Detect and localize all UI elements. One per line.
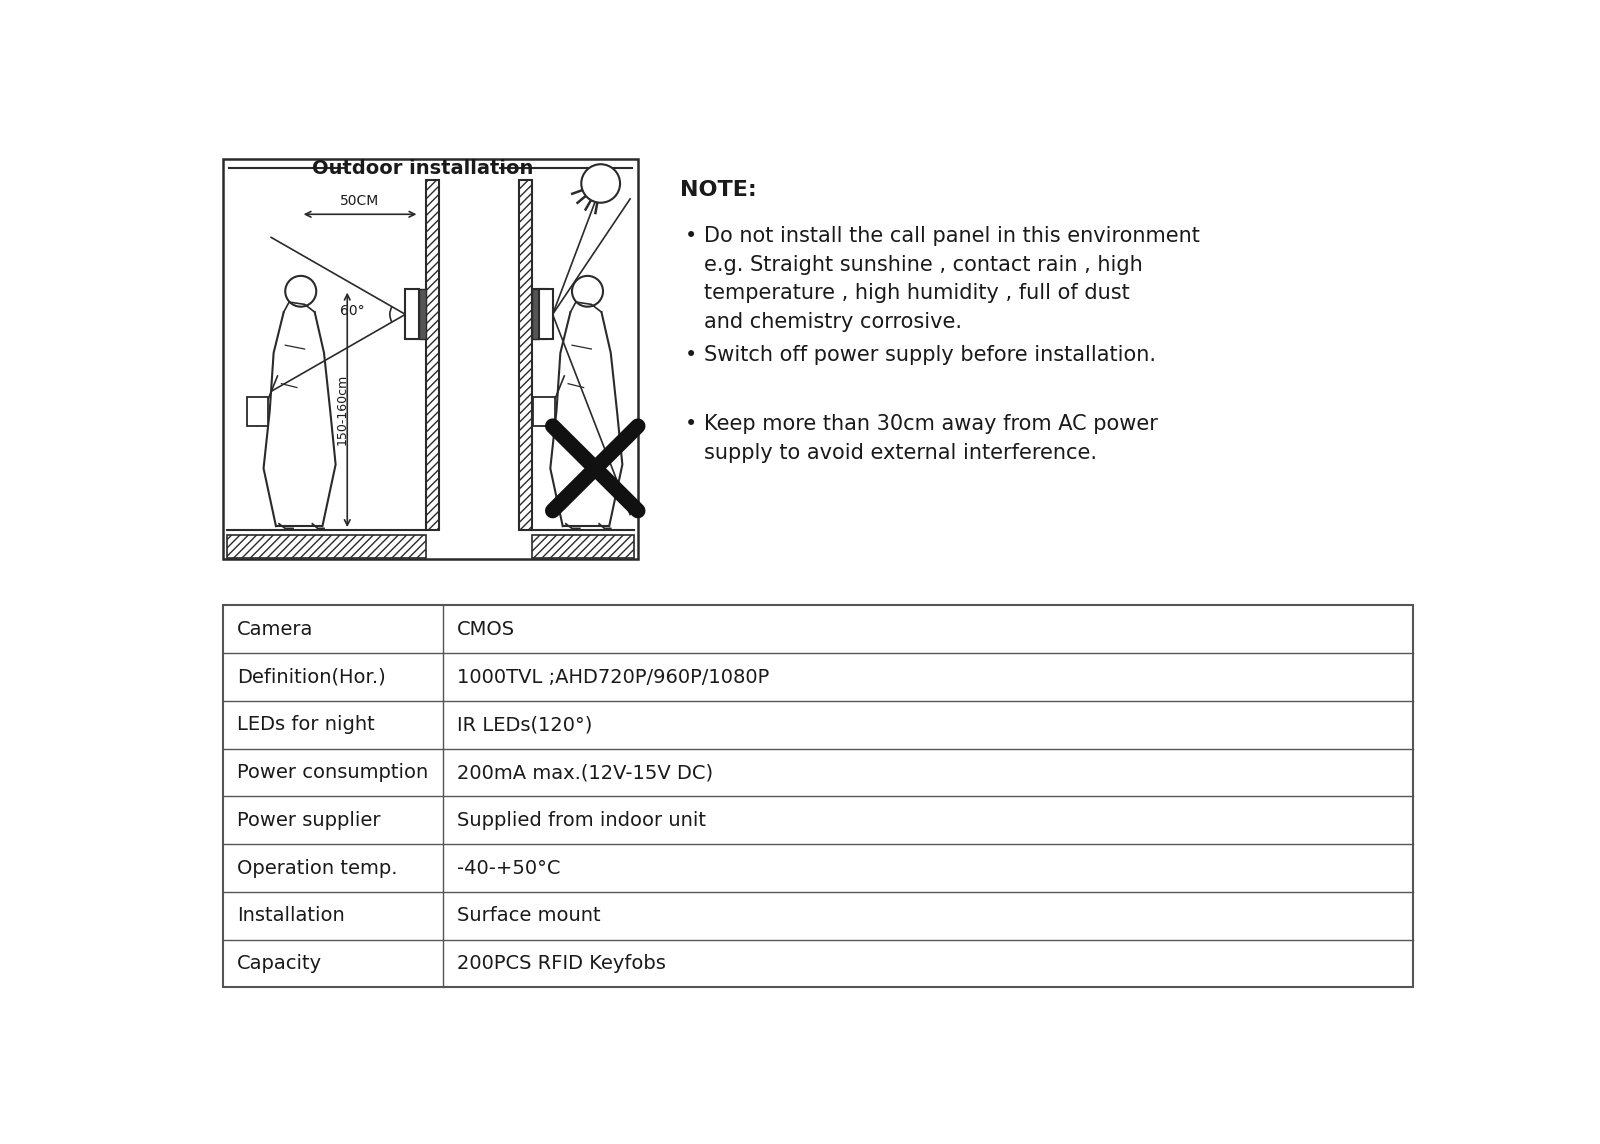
Bar (419, 289, 426, 339)
Text: Definition(Hor.): Definition(Hor.) (237, 668, 386, 686)
Text: CMOS: CMOS (458, 620, 515, 638)
Text: Camera: Camera (237, 620, 314, 638)
Text: 1000TVL ;AHD720P/960P/1080P: 1000TVL ;AHD720P/960P/1080P (458, 668, 770, 686)
Bar (533, 397, 555, 426)
Text: Power consumption: Power consumption (237, 763, 429, 782)
Bar (224, 159, 638, 559)
Bar (533, 289, 547, 339)
Text: 150-160cm: 150-160cm (336, 374, 349, 445)
Text: Keep more than 30cm away from AC power
supply to avoid external interference.: Keep more than 30cm away from AC power s… (704, 414, 1158, 463)
Text: IR LEDs(120°): IR LEDs(120°) (458, 715, 592, 734)
Text: Outdoor installation: Outdoor installation (312, 159, 533, 177)
Text: Supplied from indoor unit: Supplied from indoor unit (458, 811, 706, 829)
Bar (533, 289, 539, 339)
Text: Installation: Installation (237, 906, 346, 925)
Bar (518, 180, 533, 530)
Text: •: • (685, 225, 696, 246)
Bar (224, 605, 1413, 987)
Text: Switch off power supply before installation.: Switch off power supply before installat… (704, 345, 1155, 365)
Text: 200mA max.(12V-15V DC): 200mA max.(12V-15V DC) (458, 763, 714, 782)
Bar (426, 180, 440, 530)
Text: Capacity: Capacity (237, 954, 322, 974)
Text: LEDs for night: LEDs for night (237, 715, 374, 734)
Text: -40-+50°C: -40-+50°C (458, 858, 560, 877)
Text: •: • (685, 345, 696, 365)
Bar (246, 397, 269, 426)
Bar (405, 289, 419, 339)
Text: NOTE:: NOTE: (680, 180, 757, 200)
Text: 200PCS RFID Keyfobs: 200PCS RFID Keyfobs (458, 954, 666, 974)
Text: •: • (685, 414, 696, 435)
Text: Do not install the call panel in this environment
e.g. Straight sunshine , conta: Do not install the call panel in this en… (704, 225, 1200, 332)
Text: Surface mount: Surface mount (458, 906, 602, 925)
Bar (533, 534, 634, 557)
Text: 50CM: 50CM (341, 194, 379, 208)
Text: 60°: 60° (341, 304, 365, 318)
Bar (539, 289, 552, 339)
Text: Operation temp.: Operation temp. (237, 858, 398, 877)
Circle shape (581, 165, 621, 202)
Text: Power supplier: Power supplier (237, 811, 381, 829)
Bar (227, 534, 426, 557)
